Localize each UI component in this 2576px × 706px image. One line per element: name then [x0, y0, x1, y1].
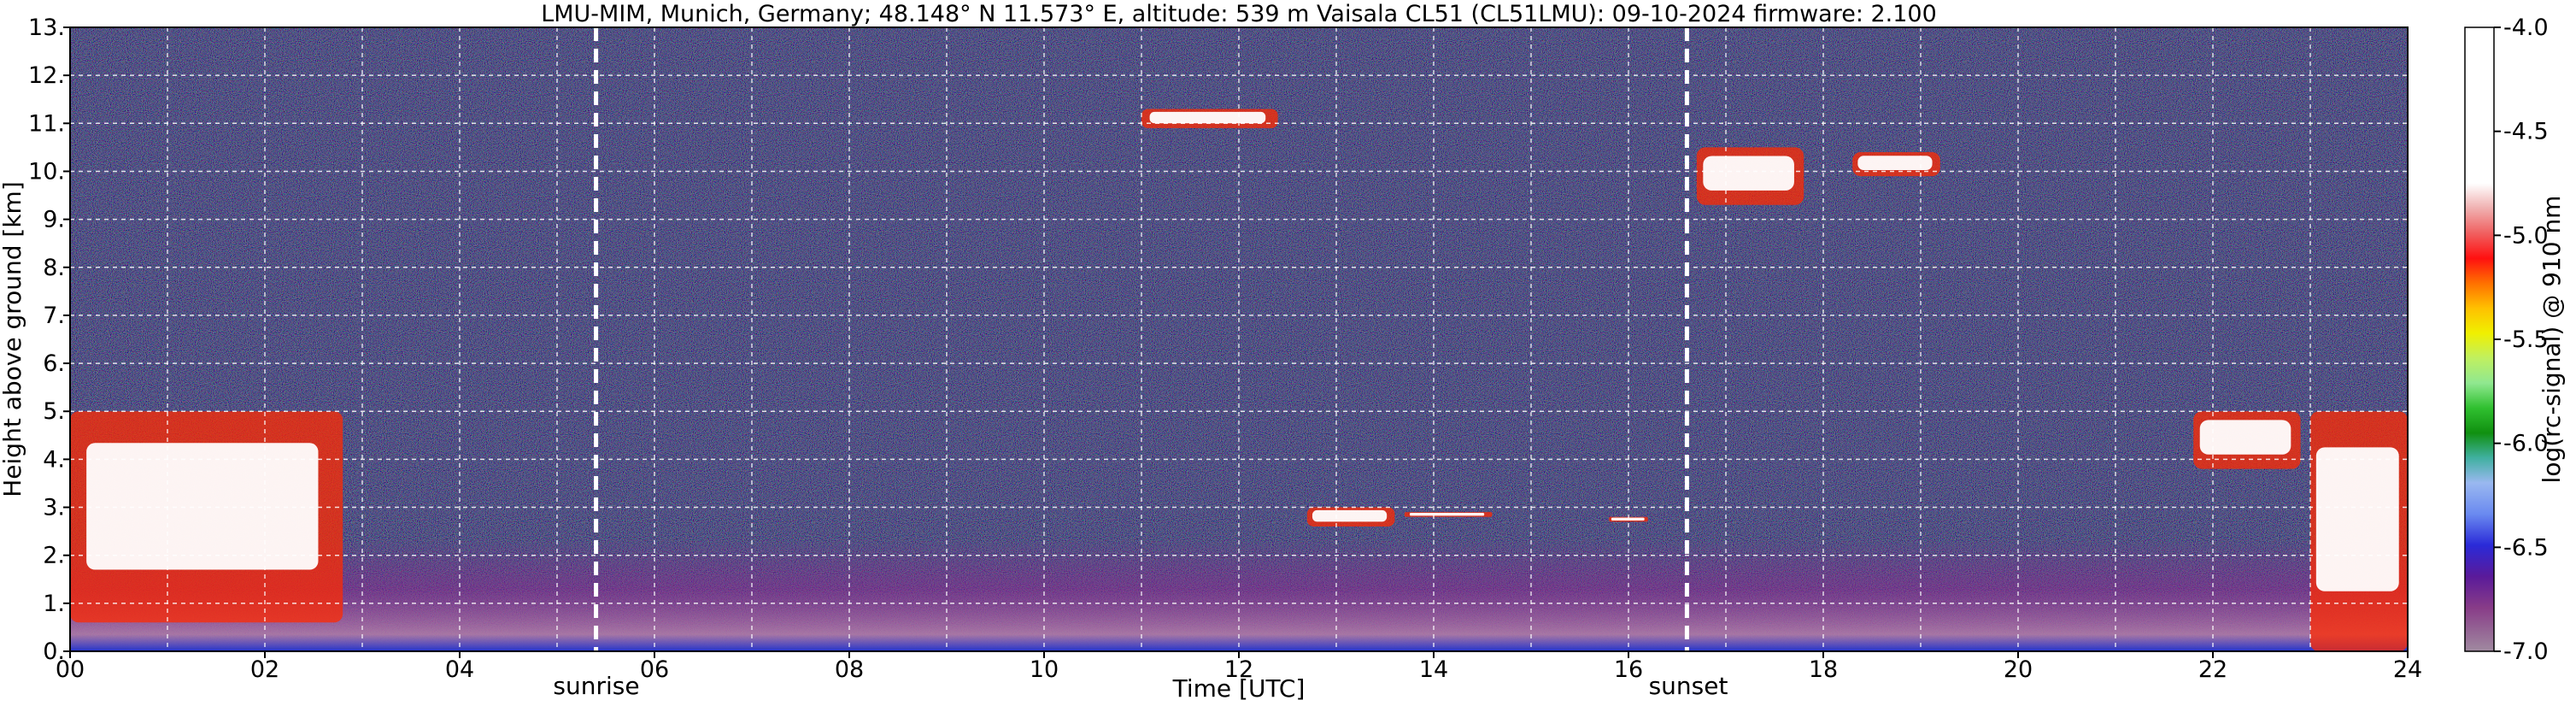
- x-tick-label: 24: [2393, 656, 2422, 683]
- cloud-feature: [1409, 512, 1485, 516]
- colorbar-tick-label: -4.0: [2503, 15, 2549, 41]
- colorbar-tick-label: -6.0: [2503, 431, 2549, 457]
- x-tick-label: 20: [2004, 656, 2033, 683]
- cloud-feature: [86, 443, 319, 570]
- sunrise-label: sunrise: [553, 672, 639, 700]
- y-tick-label: 9.: [43, 207, 65, 233]
- cloud-feature: [1611, 517, 1645, 521]
- x-tick-label: 14: [1419, 656, 1448, 683]
- x-tick-label: 08: [835, 656, 864, 683]
- colorbar-tick-label: -7.0: [2503, 638, 2549, 665]
- x-tick-label: 02: [250, 656, 279, 683]
- plot-area: [70, 27, 2408, 651]
- x-axis-label: Time [UTC]: [1172, 674, 1306, 703]
- y-tick-label: 1.: [43, 591, 65, 617]
- x-tick-label: 04: [445, 656, 474, 683]
- colorbar: [2464, 26, 2495, 652]
- y-tick-label: 4.: [43, 446, 65, 473]
- y-tick-label: 10.: [28, 158, 65, 185]
- colorbar-tick-label: -5.5: [2503, 327, 2549, 353]
- cloud-feature: [2199, 420, 2291, 455]
- y-tick-label: 11.: [28, 110, 65, 137]
- chart-title: LMU-MIM, Munich, Germany; 48.148° N 11.5…: [541, 1, 1937, 27]
- y-tick-label: 6.: [43, 350, 65, 377]
- cloud-feature: [1703, 156, 1794, 191]
- colorbar-tick-label: -6.5: [2503, 534, 2549, 561]
- y-tick-label: 13.: [28, 15, 65, 41]
- x-tick-label: 00: [56, 656, 85, 683]
- colorbar-tick-label: -5.0: [2503, 222, 2549, 249]
- y-tick-label: 3.: [43, 495, 65, 521]
- x-tick-label: 22: [2198, 656, 2227, 683]
- y-tick-label: 2.: [43, 543, 65, 569]
- sunset-label: sunset: [1649, 672, 1728, 700]
- colorbar-label: log(rc-signal) @ 910 nm: [2538, 196, 2566, 484]
- y-tick-label: 5.: [43, 398, 65, 425]
- y-tick-label: 8.: [43, 255, 65, 281]
- y-tick-label: 12.: [28, 62, 65, 89]
- x-tick-label: 12: [1224, 656, 1253, 683]
- cloud-feature: [1149, 111, 1266, 124]
- x-tick-label: 06: [640, 656, 669, 683]
- cloud-feature: [1857, 156, 1933, 171]
- y-tick-label: 7.: [43, 303, 65, 329]
- x-tick-label: 10: [1030, 656, 1059, 683]
- colorbar-tick-label: -4.5: [2503, 119, 2549, 145]
- cloud-feature: [2315, 447, 2399, 591]
- cloud-feature: [1311, 509, 1388, 522]
- x-tick-label: 18: [1809, 656, 1838, 683]
- y-tick-label: 0.: [43, 638, 65, 665]
- x-tick-label: 16: [1614, 656, 1643, 683]
- y-axis-label: Height above ground [km]: [0, 181, 26, 497]
